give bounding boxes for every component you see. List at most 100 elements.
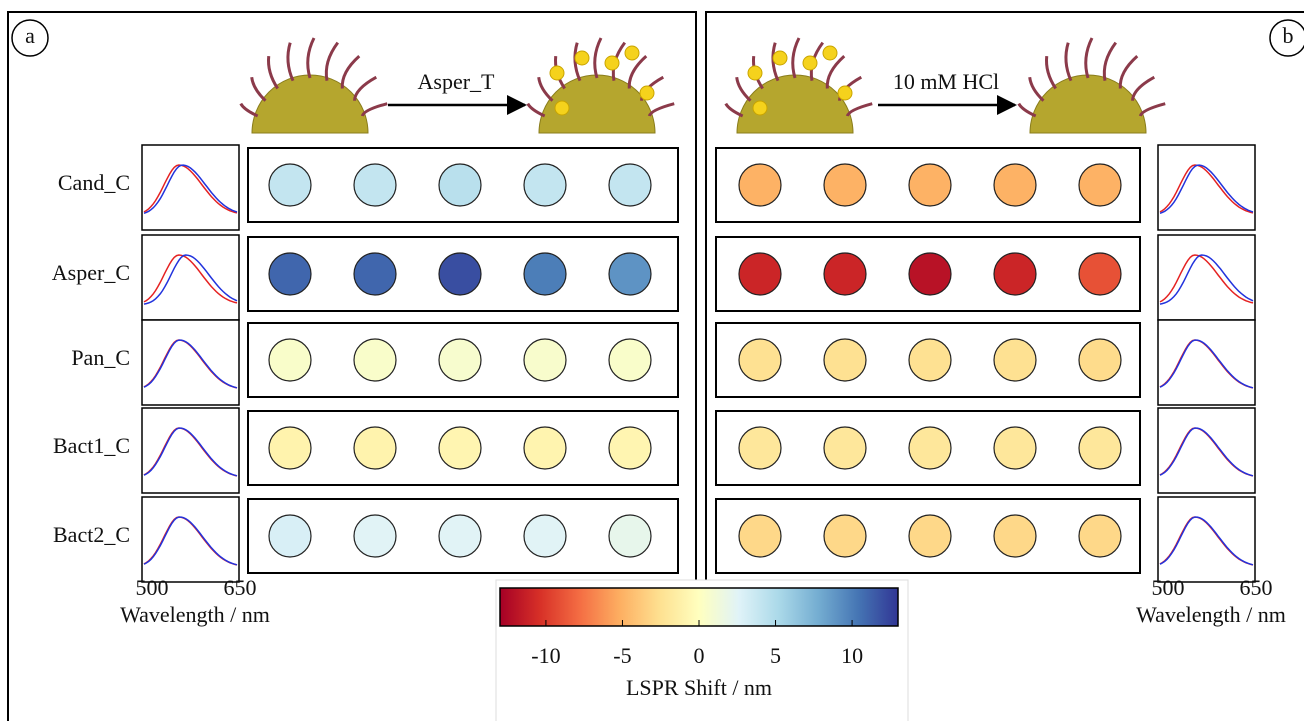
spot xyxy=(354,253,396,295)
spectrum-box xyxy=(1158,497,1255,582)
spot xyxy=(269,164,311,206)
panel-label: a xyxy=(25,23,35,48)
spectrum-box xyxy=(142,145,239,230)
spot xyxy=(994,339,1036,381)
ligand xyxy=(847,104,872,116)
spectrum-box xyxy=(1158,408,1255,493)
spot xyxy=(269,339,311,381)
row-label: Pan_C xyxy=(71,345,130,370)
bead xyxy=(773,51,787,65)
bead xyxy=(823,46,837,60)
spot xyxy=(909,427,951,469)
spot xyxy=(994,427,1036,469)
colorbar-label: LSPR Shift / nm xyxy=(626,675,772,700)
spectrum-box xyxy=(142,235,239,320)
ligand xyxy=(1019,104,1036,116)
spot xyxy=(354,515,396,557)
spot xyxy=(439,339,481,381)
ligand xyxy=(241,104,258,116)
spot xyxy=(739,164,781,206)
spot xyxy=(994,515,1036,557)
ligand xyxy=(1140,104,1165,116)
x-tick-label: 650 xyxy=(1240,575,1273,600)
spot xyxy=(269,253,311,295)
bead xyxy=(838,86,852,100)
ligand xyxy=(268,56,277,88)
ligand xyxy=(793,38,799,78)
spot xyxy=(824,515,866,557)
figure: a Asper_T Cand_C Asper_C Pan_C Bact1_C Bact2_C… xyxy=(0,0,1304,721)
ligand xyxy=(595,38,601,78)
x-tick-label: 500 xyxy=(1152,575,1185,600)
ligand xyxy=(1120,56,1137,88)
ligand xyxy=(1066,43,1071,81)
ligand xyxy=(629,56,646,88)
spot xyxy=(269,515,311,557)
spot xyxy=(439,164,481,206)
spectrum-box xyxy=(1158,145,1255,230)
spot xyxy=(354,427,396,469)
ligand xyxy=(539,77,553,101)
colorbar-tick-label: 0 xyxy=(694,643,705,668)
spot xyxy=(824,427,866,469)
x-axis-label: Wavelength / nm xyxy=(120,602,270,627)
spot xyxy=(269,427,311,469)
spot xyxy=(994,253,1036,295)
reaction-label: 10 mM HCl xyxy=(893,69,999,94)
spot xyxy=(439,427,481,469)
spot xyxy=(909,253,951,295)
spectrum-box xyxy=(1158,320,1255,405)
spot xyxy=(739,515,781,557)
spot xyxy=(1079,515,1121,557)
spectrum-box xyxy=(142,320,239,405)
spot xyxy=(609,339,651,381)
spot xyxy=(524,427,566,469)
bead xyxy=(555,101,569,115)
colorbar-tick-label: 5 xyxy=(770,643,781,668)
spot xyxy=(609,515,651,557)
x-tick-label: 500 xyxy=(136,575,169,600)
colorbar-tick-label: -10 xyxy=(531,643,560,668)
ligand xyxy=(528,104,545,116)
colorbar-tick-label: 10 xyxy=(841,643,863,668)
spot xyxy=(524,339,566,381)
bead xyxy=(575,51,589,65)
ligand xyxy=(737,77,751,101)
row-label: Bact1_C xyxy=(53,433,130,458)
spot xyxy=(524,164,566,206)
row-label: Bact2_C xyxy=(53,522,130,547)
row-label: Asper_C xyxy=(52,260,130,285)
spot xyxy=(1079,427,1121,469)
nanoparticle xyxy=(252,75,368,133)
spot xyxy=(909,339,951,381)
spot xyxy=(1079,339,1121,381)
spot xyxy=(824,253,866,295)
row-label: Cand_C xyxy=(58,170,130,195)
bead xyxy=(605,56,619,70)
reaction-label: Asper_T xyxy=(418,69,496,94)
nanoparticle xyxy=(1030,75,1146,133)
bead xyxy=(803,56,817,70)
spot xyxy=(354,339,396,381)
spot xyxy=(609,427,651,469)
spot xyxy=(739,339,781,381)
x-axis-label: Wavelength / nm xyxy=(1136,602,1286,627)
ligand xyxy=(1046,56,1055,88)
spot xyxy=(739,427,781,469)
ligand xyxy=(726,104,743,116)
ligand xyxy=(326,43,337,81)
spot xyxy=(1079,164,1121,206)
ligand xyxy=(1086,38,1092,78)
ligand xyxy=(649,104,674,116)
bead xyxy=(753,101,767,115)
ligand xyxy=(342,56,359,88)
spectrum-box xyxy=(142,408,239,493)
spot xyxy=(354,164,396,206)
spot xyxy=(609,253,651,295)
spot xyxy=(439,515,481,557)
spot xyxy=(994,164,1036,206)
ligand xyxy=(252,77,266,101)
x-tick-label: 650 xyxy=(224,575,257,600)
spot xyxy=(1079,253,1121,295)
ligand xyxy=(1132,77,1154,101)
